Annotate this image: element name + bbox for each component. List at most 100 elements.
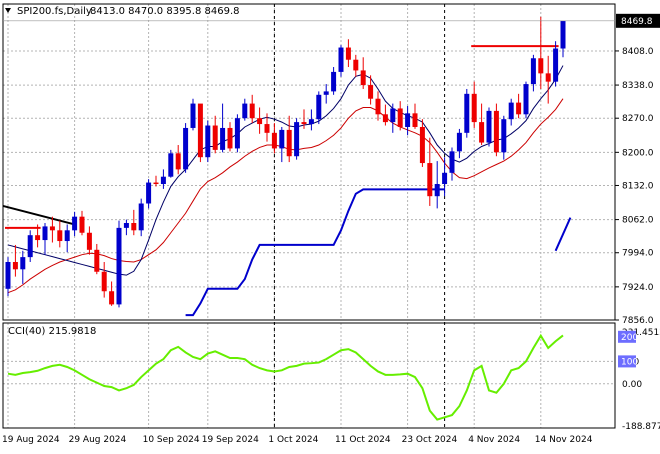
candle[interactable] (35, 224, 41, 248)
candle[interactable] (397, 101, 403, 131)
candle[interactable] (382, 104, 388, 126)
candle[interactable] (5, 257, 11, 297)
candle[interactable] (242, 98, 248, 121)
candle[interactable] (227, 122, 233, 152)
trend-line (185, 188, 445, 317)
candle[interactable] (42, 223, 48, 255)
candle[interactable] (190, 98, 196, 131)
candle[interactable] (49, 216, 55, 243)
candle[interactable] (271, 123, 277, 154)
candle-body (190, 103, 196, 128)
candle[interactable] (57, 220, 63, 248)
candle[interactable] (501, 115, 507, 160)
candle[interactable] (553, 41, 559, 87)
candle[interactable] (486, 107, 492, 147)
candle[interactable] (345, 39, 351, 68)
candle[interactable] (257, 107, 263, 134)
candle[interactable] (101, 261, 107, 298)
candle[interactable] (234, 114, 240, 153)
candle[interactable] (205, 120, 211, 163)
candle[interactable] (168, 149, 174, 178)
candle[interactable] (160, 169, 166, 189)
candle[interactable] (212, 115, 218, 154)
candle[interactable] (72, 211, 78, 237)
candle[interactable] (516, 93, 522, 119)
candle[interactable] (183, 123, 189, 173)
candle-body (545, 73, 551, 82)
candle[interactable] (479, 103, 485, 146)
candle[interactable] (545, 55, 551, 104)
candle[interactable] (116, 220, 122, 308)
candle-body (109, 291, 115, 305)
candle[interactable] (20, 250, 26, 284)
cci-tick-label: 0.00 (622, 380, 642, 390)
candle-body (49, 226, 55, 231)
candle[interactable] (27, 230, 33, 262)
price-panel-frame (2, 3, 616, 321)
candle-body (375, 98, 381, 115)
header-dropdown-icon[interactable] (5, 8, 11, 13)
candle-body (449, 151, 455, 173)
candle-body (434, 184, 440, 197)
candle[interactable] (301, 109, 307, 129)
candle[interactable] (294, 118, 300, 160)
candle[interactable] (64, 224, 70, 253)
candle[interactable] (249, 94, 255, 124)
candle[interactable] (368, 75, 374, 105)
candle[interactable] (138, 198, 144, 237)
candle[interactable] (175, 145, 181, 175)
candle[interactable] (530, 54, 536, 92)
candle[interactable] (471, 81, 477, 128)
candle[interactable] (353, 54, 359, 77)
candle[interactable] (464, 88, 470, 138)
candle[interactable] (419, 119, 425, 167)
candle[interactable] (508, 98, 514, 126)
candle[interactable] (153, 175, 159, 187)
candle[interactable] (220, 103, 226, 153)
date-tick-label: 1 Oct 2024 (268, 435, 318, 445)
candle[interactable] (338, 45, 344, 77)
candle-body (131, 223, 137, 231)
candle[interactable] (79, 210, 85, 236)
candle[interactable] (94, 243, 100, 275)
candle[interactable] (279, 126, 285, 163)
candle[interactable] (323, 84, 329, 104)
candle-body (294, 122, 300, 157)
candle[interactable] (456, 128, 462, 159)
candle[interactable] (109, 281, 115, 306)
candle[interactable] (360, 57, 366, 89)
candle[interactable] (308, 109, 314, 131)
candle[interactable] (538, 16, 544, 89)
candle[interactable] (131, 209, 137, 236)
candle[interactable] (560, 20, 566, 58)
candle[interactable] (442, 157, 448, 197)
candle[interactable] (405, 106, 411, 136)
candle[interactable] (434, 161, 440, 209)
candle[interactable] (316, 91, 322, 125)
candle[interactable] (523, 81, 529, 119)
candle[interactable] (197, 103, 203, 163)
candle[interactable] (146, 179, 152, 209)
candle[interactable] (123, 219, 129, 236)
candle-body (123, 223, 129, 228)
candle[interactable] (375, 91, 381, 121)
candle[interactable] (412, 103, 418, 129)
candle-body (419, 126, 425, 164)
candle[interactable] (390, 103, 396, 133)
price-tick-label: 8270.0 (622, 114, 654, 124)
candle[interactable] (493, 103, 499, 157)
candle-body (486, 110, 492, 143)
candle-body (42, 226, 48, 241)
candle[interactable] (12, 244, 18, 277)
date-tick-label: 4 Nov 2024 (468, 435, 520, 445)
candle[interactable] (427, 137, 433, 206)
candle[interactable] (264, 113, 270, 142)
candle[interactable] (286, 115, 292, 163)
candle[interactable] (449, 147, 455, 181)
candle[interactable] (331, 67, 337, 95)
candle-body (64, 230, 70, 242)
candle[interactable] (86, 226, 92, 255)
candle-body (442, 172, 448, 185)
date-tick-label: 29 Aug 2024 (69, 435, 127, 445)
